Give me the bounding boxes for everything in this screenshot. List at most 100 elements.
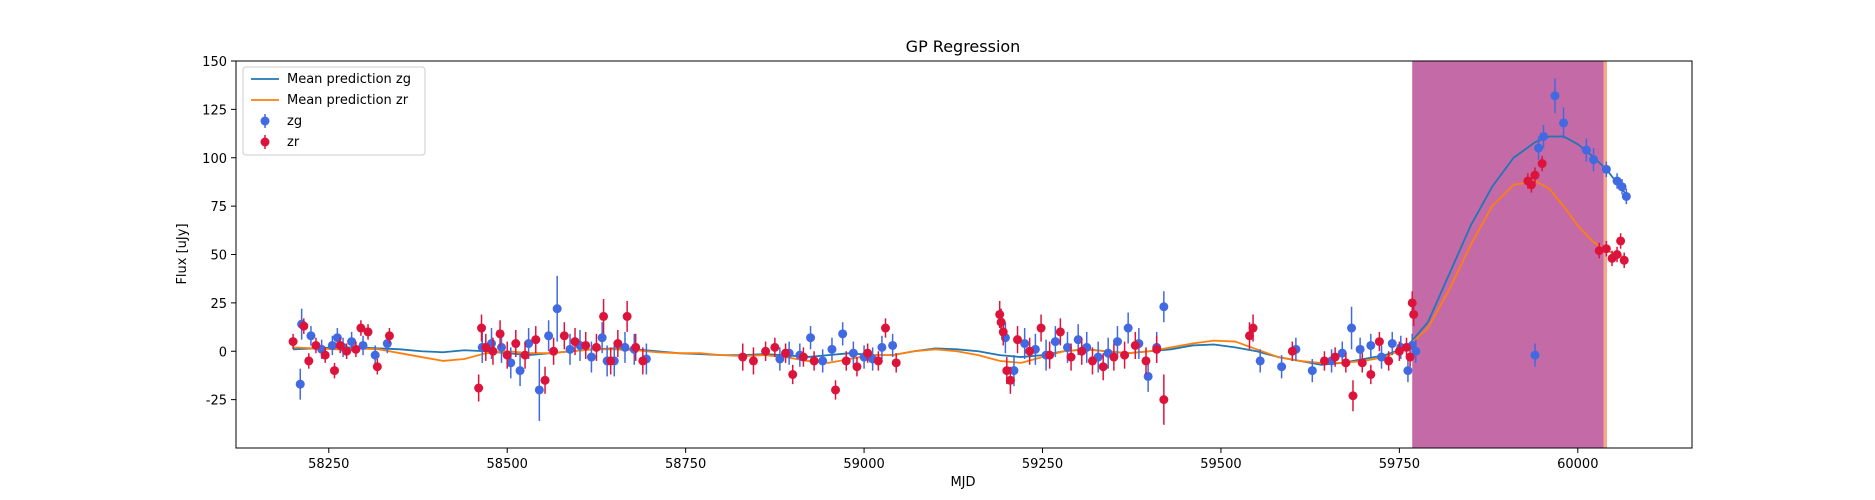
data-point <box>384 331 394 341</box>
data-point <box>495 329 505 339</box>
data-point <box>586 352 596 362</box>
data-point <box>559 331 569 341</box>
data-point <box>1348 391 1358 401</box>
x-tick-label: 59750 <box>1379 457 1420 472</box>
y-tick-label: 25 <box>210 297 227 312</box>
data-point <box>295 379 305 389</box>
data-point <box>304 356 314 366</box>
data-point <box>327 340 337 350</box>
data-point <box>1366 340 1376 350</box>
data-point <box>831 385 841 395</box>
data-point <box>520 350 530 360</box>
data-point <box>506 358 516 368</box>
data-point <box>1077 346 1087 356</box>
data-point <box>798 352 808 362</box>
shaded-region-1 <box>1603 61 1608 448</box>
data-point <box>1374 337 1384 347</box>
x-tick-label: 58750 <box>665 457 706 472</box>
data-point <box>481 342 491 352</box>
data-point <box>1045 350 1055 360</box>
data-point <box>511 339 521 349</box>
data-point <box>806 333 816 343</box>
data-point <box>1066 352 1076 362</box>
data-point <box>1366 369 1376 379</box>
data-point <box>996 317 1006 327</box>
data-point <box>288 337 298 347</box>
data-point <box>329 366 339 376</box>
data-point <box>761 346 771 356</box>
data-point <box>477 323 487 333</box>
data-point <box>1616 236 1626 246</box>
data-point <box>1341 358 1351 368</box>
data-point <box>891 358 901 368</box>
data-point <box>622 311 632 321</box>
data-point <box>848 348 858 358</box>
data-point <box>1287 346 1297 356</box>
data-point <box>809 356 819 366</box>
legend-box <box>242 66 426 156</box>
data-point <box>540 375 550 385</box>
y-tick-label: 100 <box>202 152 227 167</box>
data-point <box>1534 143 1544 153</box>
data-point <box>1307 366 1317 376</box>
data-point <box>1539 131 1549 141</box>
data-point <box>474 383 484 393</box>
data-point <box>488 346 498 356</box>
data-point <box>1112 337 1122 347</box>
data-point <box>382 339 392 349</box>
y-tick-label: 125 <box>202 103 227 118</box>
data-point <box>1020 339 1030 349</box>
data-point <box>1330 352 1340 362</box>
data-point <box>335 340 345 350</box>
data-point <box>1009 366 1019 376</box>
data-point <box>565 344 575 354</box>
data-point <box>1152 344 1162 354</box>
series-points-zr <box>288 155 1629 425</box>
data-point <box>1377 352 1387 362</box>
legend-label-zg: zg <box>287 114 302 129</box>
data-point <box>995 309 1005 319</box>
x-tick-label: 59000 <box>843 457 884 472</box>
series-layer <box>288 78 1631 425</box>
data-point <box>1277 362 1287 372</box>
legend-label-mean-zr: Mean prediction zr <box>287 93 409 108</box>
data-point <box>1159 395 1169 405</box>
data-point <box>1055 327 1065 337</box>
data-point <box>998 327 1008 337</box>
data-point <box>863 348 873 358</box>
data-point <box>1621 191 1631 201</box>
data-point <box>552 304 562 314</box>
data-point <box>1409 309 1419 319</box>
data-point <box>1594 246 1604 256</box>
data-point <box>311 340 321 350</box>
data-point <box>1355 344 1365 354</box>
data-point <box>515 366 525 376</box>
data-point <box>1013 335 1023 345</box>
data-point <box>781 348 791 358</box>
data-point <box>1002 366 1012 376</box>
data-point <box>606 356 616 366</box>
data-point <box>1109 352 1119 362</box>
data-point <box>1402 342 1412 352</box>
data-point <box>738 352 748 362</box>
x-axis-label: MJD <box>950 475 975 490</box>
data-point <box>1143 371 1153 381</box>
x-tick-label: 60000 <box>1557 457 1598 472</box>
y-axis-label: Flux [uJy] <box>175 223 190 284</box>
data-point <box>620 342 630 352</box>
data-point <box>1087 356 1097 366</box>
y-tick-label: -25 <box>206 394 227 409</box>
data-point <box>358 340 368 350</box>
data-point <box>1530 170 1540 180</box>
data-point <box>1589 155 1599 165</box>
data-point <box>827 344 837 354</box>
data-point <box>591 342 601 352</box>
data-point <box>342 346 352 356</box>
shaded-region-0 <box>1412 61 1604 448</box>
data-point <box>841 356 851 366</box>
data-point <box>544 331 554 341</box>
data-point <box>613 339 623 349</box>
data-point <box>372 362 382 372</box>
data-point <box>748 356 758 366</box>
data-point <box>1559 118 1569 128</box>
